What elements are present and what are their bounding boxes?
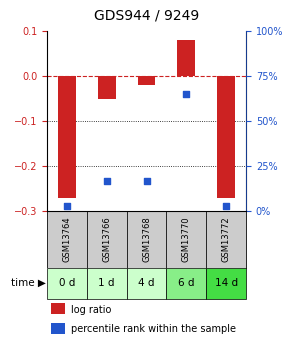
- Text: 4 d: 4 d: [138, 278, 155, 288]
- FancyBboxPatch shape: [87, 268, 127, 299]
- FancyBboxPatch shape: [166, 268, 206, 299]
- Point: [184, 91, 189, 97]
- Text: time ▶: time ▶: [11, 278, 46, 288]
- Bar: [51, 303, 65, 314]
- Bar: [58, 76, 76, 198]
- FancyBboxPatch shape: [47, 211, 87, 268]
- Bar: [137, 76, 156, 85]
- FancyBboxPatch shape: [166, 211, 206, 268]
- FancyBboxPatch shape: [206, 268, 246, 299]
- Text: GSM13772: GSM13772: [222, 217, 231, 262]
- Text: 6 d: 6 d: [178, 278, 195, 288]
- Text: GSM13768: GSM13768: [142, 217, 151, 263]
- Bar: [51, 323, 65, 334]
- Text: GSM13764: GSM13764: [62, 217, 71, 262]
- Point: [144, 178, 149, 184]
- Text: 0 d: 0 d: [59, 278, 75, 288]
- FancyBboxPatch shape: [206, 211, 246, 268]
- Bar: [177, 40, 195, 76]
- Text: GSM13770: GSM13770: [182, 217, 191, 262]
- Text: 1 d: 1 d: [98, 278, 115, 288]
- Text: GDS944 / 9249: GDS944 / 9249: [94, 8, 199, 22]
- Point: [104, 178, 109, 184]
- Point: [224, 203, 229, 209]
- Point: [64, 203, 69, 209]
- FancyBboxPatch shape: [87, 211, 127, 268]
- Bar: [217, 76, 235, 198]
- Text: log ratio: log ratio: [71, 305, 111, 315]
- Text: 14 d: 14 d: [215, 278, 238, 288]
- FancyBboxPatch shape: [127, 268, 166, 299]
- FancyBboxPatch shape: [127, 211, 166, 268]
- Text: percentile rank within the sample: percentile rank within the sample: [71, 324, 236, 334]
- Bar: [98, 76, 116, 99]
- FancyBboxPatch shape: [47, 268, 87, 299]
- Text: GSM13766: GSM13766: [102, 217, 111, 263]
